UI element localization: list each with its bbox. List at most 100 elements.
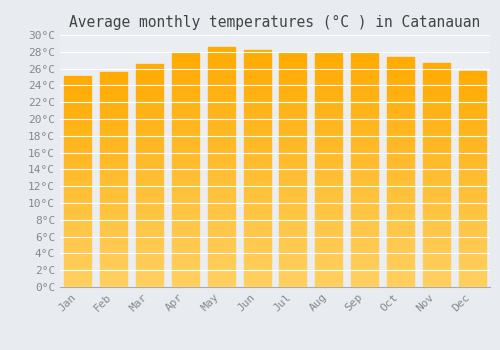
Bar <box>351 132 378 137</box>
Bar <box>280 170 306 175</box>
Bar <box>136 127 163 131</box>
Bar <box>351 282 378 287</box>
Bar <box>423 81 450 86</box>
Bar <box>316 273 342 278</box>
Bar <box>208 181 234 186</box>
Bar <box>387 93 414 98</box>
Bar <box>458 270 485 274</box>
Bar <box>172 57 199 62</box>
Bar <box>316 179 342 184</box>
Bar <box>136 167 163 171</box>
Bar <box>64 190 92 194</box>
Bar <box>351 127 378 132</box>
Bar <box>351 76 378 81</box>
Bar <box>316 278 342 282</box>
Bar <box>280 240 306 245</box>
Bar <box>316 109 342 113</box>
Bar <box>244 97 270 102</box>
Bar <box>100 218 127 223</box>
Bar <box>100 98 127 102</box>
Bar <box>280 54 306 58</box>
Bar <box>280 138 306 142</box>
Bar <box>172 245 199 250</box>
Bar <box>172 174 199 179</box>
Bar <box>136 171 163 176</box>
Bar <box>423 135 450 140</box>
Bar <box>208 128 234 133</box>
Bar <box>423 265 450 269</box>
Bar <box>387 223 414 227</box>
Bar <box>136 229 163 233</box>
Bar <box>351 231 378 236</box>
Bar <box>280 198 306 203</box>
Bar <box>280 254 306 259</box>
Bar <box>64 219 92 224</box>
Bar <box>458 282 485 287</box>
Bar <box>387 163 414 167</box>
Bar <box>387 278 414 282</box>
Bar <box>280 152 306 156</box>
Bar <box>172 217 199 222</box>
Bar <box>316 282 342 287</box>
Bar <box>351 278 378 282</box>
Bar <box>458 84 485 89</box>
Bar <box>351 264 378 268</box>
Bar <box>208 56 234 61</box>
Bar <box>387 112 414 117</box>
Bar <box>423 180 450 184</box>
Bar <box>387 61 414 66</box>
Bar <box>351 179 378 184</box>
Bar <box>208 47 234 51</box>
Bar <box>458 257 485 261</box>
Bar <box>100 106 127 111</box>
Bar <box>280 58 306 63</box>
Bar <box>351 254 378 259</box>
Bar <box>458 158 485 162</box>
Bar <box>458 93 485 97</box>
Bar <box>351 221 378 226</box>
Bar <box>244 126 270 131</box>
Bar <box>458 175 485 179</box>
Bar <box>100 210 127 214</box>
Bar <box>351 151 378 156</box>
Bar <box>244 159 270 164</box>
Bar <box>280 161 306 166</box>
Bar <box>458 80 485 84</box>
Bar <box>280 156 306 161</box>
Bar <box>458 101 485 106</box>
Bar <box>280 236 306 240</box>
Bar <box>316 193 342 198</box>
Bar <box>136 73 163 78</box>
Bar <box>244 88 270 93</box>
Bar <box>208 152 234 157</box>
Bar <box>423 171 450 175</box>
Bar <box>280 194 306 198</box>
Bar <box>208 248 234 253</box>
Bar <box>244 140 270 145</box>
Bar <box>458 265 485 270</box>
Bar <box>244 74 270 78</box>
Bar <box>172 142 199 146</box>
Bar <box>351 104 378 109</box>
Bar <box>172 189 199 193</box>
Bar <box>172 212 199 217</box>
Bar <box>244 225 270 230</box>
Bar <box>136 82 163 87</box>
Bar <box>172 273 199 278</box>
Bar <box>351 66 378 71</box>
Bar <box>316 174 342 179</box>
Bar <box>172 203 199 207</box>
Bar <box>136 269 163 274</box>
Bar <box>458 222 485 226</box>
Bar <box>387 282 414 287</box>
Bar <box>172 62 199 67</box>
Bar <box>136 251 163 256</box>
Bar <box>280 273 306 278</box>
Bar <box>64 89 92 93</box>
Bar <box>64 169 92 173</box>
Bar <box>458 119 485 123</box>
Bar <box>172 85 199 90</box>
Bar <box>351 109 378 113</box>
Bar <box>100 119 127 124</box>
Bar <box>351 137 378 142</box>
